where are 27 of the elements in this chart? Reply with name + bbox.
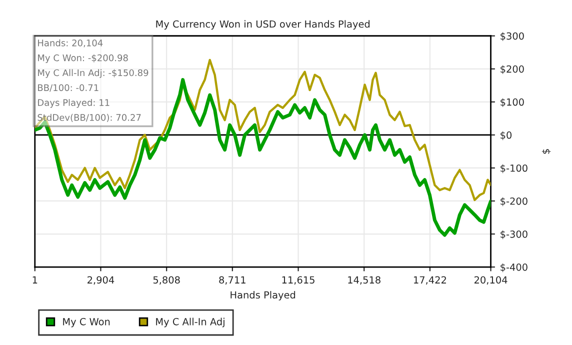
x-axis-title: Hands Played xyxy=(230,291,296,300)
annotation: Days Played: 11 xyxy=(38,98,110,108)
x-tick-label: 14,518 xyxy=(348,276,380,285)
x-tick-label: 5,808 xyxy=(153,276,180,285)
line-series xyxy=(34,78,491,237)
y-tick-label: $300 xyxy=(500,32,524,42)
y-tick-label: $0 xyxy=(500,131,512,140)
x-tick-label: 1 xyxy=(32,276,38,284)
y-tick-label: $100 xyxy=(500,98,524,108)
x-tick-label: 8,711 xyxy=(219,276,246,285)
y-tick-label: $-200 xyxy=(500,197,528,206)
annotation: Hands: 20,104 xyxy=(38,39,103,48)
y-axis-title: $ xyxy=(542,149,551,154)
annotation: BB/100: -0.71 xyxy=(38,84,98,92)
annotation: My C Won: -$200.98 xyxy=(38,54,128,63)
y-tick-label: $-400 xyxy=(500,263,528,272)
x-tick-label: 11,615 xyxy=(282,276,314,285)
annotation: My C All-In Adj: -$150.89 xyxy=(38,69,148,78)
y-tick-label: $-300 xyxy=(500,230,528,240)
x-tick-label: 20,104 xyxy=(474,276,508,285)
y-tick-label: $-100 xyxy=(500,164,528,174)
x-tick-label: 17,422 xyxy=(414,276,446,285)
x-tick-label: 2,904 xyxy=(88,276,114,285)
legend-label: My C All-In Adj xyxy=(156,318,224,328)
y-tick-label: $200 xyxy=(500,65,524,74)
legend-label: My C Won xyxy=(63,318,110,328)
chart-title: My Currency Won in USD over Hands Played xyxy=(156,20,370,30)
